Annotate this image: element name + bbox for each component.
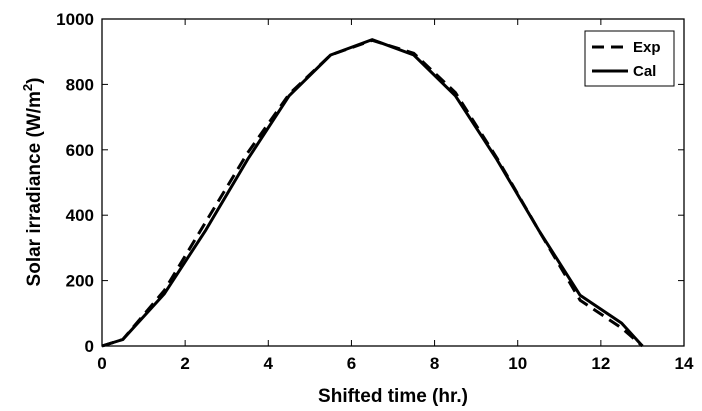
x-tick-label: 6 <box>347 354 356 373</box>
legend: Exp Cal <box>584 30 675 87</box>
x-tick-label: 10 <box>508 354 527 373</box>
y-tick-label: 200 <box>66 272 94 291</box>
plot-frame <box>101 18 685 347</box>
y-tick-label: 0 <box>85 337 94 356</box>
series-line-cal <box>101 38 644 348</box>
x-tick-label: 12 <box>591 354 610 373</box>
y-axis-label-superscript: 2 <box>20 84 35 91</box>
x-tick-label: 0 <box>97 354 106 373</box>
y-axis-label-main: Solar irradiance (W/m <box>24 91 45 286</box>
series-layer <box>101 38 644 348</box>
y-axis-label-close: ) <box>24 78 45 84</box>
x-tick-label: 2 <box>180 354 189 373</box>
legend-exp-label: Exp <box>633 39 661 56</box>
x-axis-ticks: 0 2 4 6 8 10 12 14 <box>97 19 694 373</box>
y-axis-label: Solar irradiance (W/m2) <box>20 78 45 287</box>
y-tick-label: 600 <box>66 141 94 160</box>
y-tick-label: 1000 <box>56 10 94 29</box>
x-tick-label: 4 <box>264 354 274 373</box>
x-tick-label: 8 <box>430 354 439 373</box>
y-tick-label: 800 <box>66 75 94 94</box>
x-tick-label: 14 <box>675 354 694 373</box>
x-axis-label: Shifted time (hr.) <box>318 386 468 407</box>
y-tick-label: 400 <box>66 206 94 225</box>
legend-cal-label: Cal <box>633 63 656 80</box>
series-line-exp <box>101 38 644 348</box>
y-axis-ticks: 0 200 400 600 800 1000 <box>56 10 684 356</box>
plot-area: 0 2 4 6 8 10 12 14 0 200 400 600 800 1000 <box>56 10 694 373</box>
legend-box <box>584 30 675 87</box>
